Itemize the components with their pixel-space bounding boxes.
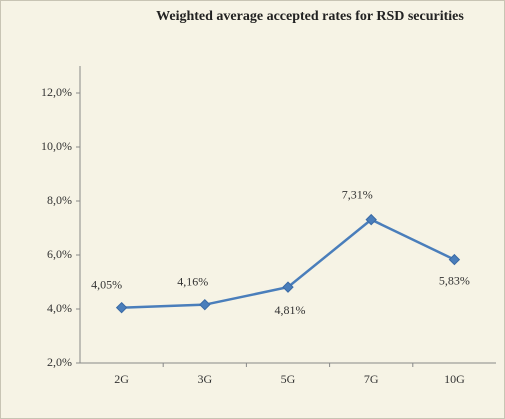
y-tick-label: 8,0% bbox=[47, 193, 72, 207]
chart-title: Weighted average accepted rates for RSD … bbox=[156, 9, 464, 24]
marker bbox=[448, 253, 461, 266]
data-label: 7,31% bbox=[342, 187, 373, 201]
y-tick-label: 10,0% bbox=[41, 139, 72, 153]
marker bbox=[282, 281, 294, 293]
x-tick-label: 10G bbox=[444, 372, 465, 386]
marker bbox=[199, 298, 211, 311]
marker bbox=[365, 213, 377, 226]
x-tick-label: 5G bbox=[281, 372, 296, 386]
data-label: 5,83% bbox=[439, 273, 470, 287]
y-tick-label: 12,0% bbox=[41, 85, 72, 99]
x-tick-label: 2G bbox=[114, 372, 129, 386]
y-tick-label: 4,0% bbox=[47, 301, 72, 315]
y-tick-label: 6,0% bbox=[47, 247, 72, 261]
marker bbox=[115, 301, 128, 314]
data-label: 4,05% bbox=[91, 277, 122, 291]
x-tick-label: 7G bbox=[364, 372, 379, 386]
data-label: 4,16% bbox=[177, 274, 208, 288]
y-tick-label: 2,0% bbox=[47, 355, 72, 369]
data-label: 4,81% bbox=[275, 303, 306, 317]
x-tick-label: 3G bbox=[197, 372, 212, 386]
